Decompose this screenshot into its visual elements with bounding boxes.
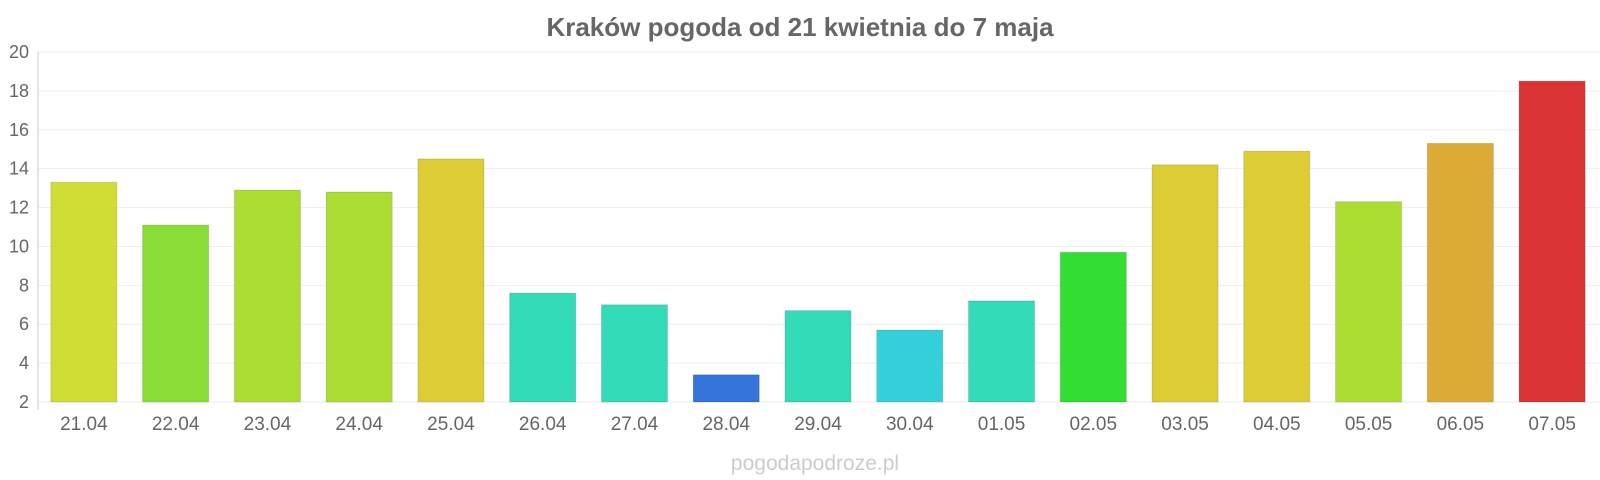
bar-27.04: [600, 304, 669, 403]
bar-05.05: [1335, 201, 1403, 403]
bars: [50, 80, 1586, 403]
y-tick-label: 4: [19, 353, 29, 373]
x-tick-label: 30.04: [886, 414, 934, 435]
chart-title: Kraków pogoda od 21 kwietnia do 7 maja: [546, 12, 1054, 42]
bar-06.05: [1426, 142, 1494, 403]
x-tick-label: 25.04: [427, 414, 475, 435]
x-tick-label: 27.04: [611, 414, 659, 435]
y-tick-label: 2: [19, 392, 29, 412]
y-tick-label: 14: [9, 159, 29, 179]
bar-07.05: [1518, 80, 1586, 403]
y-axis-ticks: 2 4 6 8 10 12 14 16 18 20: [9, 42, 29, 412]
bar-21.04: [50, 181, 118, 403]
x-tick-label: 21.04: [60, 414, 108, 435]
bar-02.05: [1059, 251, 1127, 403]
bar-25.04: [417, 158, 485, 403]
bar-01.05: [967, 300, 1036, 403]
x-tick-label: 06.05: [1437, 414, 1485, 435]
x-tick-label: 01.05: [978, 414, 1026, 435]
bar-24.04: [325, 191, 393, 403]
x-tick-label: 24.04: [335, 414, 383, 435]
y-tick-label: 10: [9, 236, 29, 256]
x-tick-label: 28.04: [702, 414, 750, 435]
y-tick-label: 16: [9, 120, 29, 140]
x-tick-label: 22.04: [152, 414, 200, 435]
y-tick-label: 6: [19, 314, 29, 334]
x-tick-label: 03.05: [1161, 414, 1209, 435]
bar-26.04: [509, 292, 577, 403]
bar-30.04: [876, 329, 944, 403]
y-tick-label: 8: [19, 275, 29, 295]
bar-04.05: [1243, 150, 1311, 403]
y-tick-label: 20: [9, 42, 29, 62]
x-tick-label: 05.05: [1345, 414, 1393, 435]
bar-03.05: [1151, 164, 1219, 403]
x-tick-label: 02.05: [1070, 414, 1118, 435]
x-tick-label: 07.05: [1528, 414, 1576, 435]
y-tick-label: 12: [9, 198, 29, 218]
x-tick-label: 26.04: [519, 414, 567, 435]
watermark: pogodapodroze.pl: [731, 452, 899, 475]
y-tick-label: 18: [9, 81, 29, 101]
x-tick-label: 23.04: [244, 414, 292, 435]
bar-28.04: [692, 374, 760, 403]
x-tick-label: 04.05: [1253, 414, 1301, 435]
x-tick-label: 29.04: [794, 414, 842, 435]
bar-22.04: [142, 224, 210, 403]
bar-29.04: [784, 310, 852, 403]
bar-23.04: [233, 189, 301, 403]
x-axis-labels: 21.04 22.04 23.04 24.04 25.04 26.04 27.04 28.04…: [60, 414, 1576, 435]
